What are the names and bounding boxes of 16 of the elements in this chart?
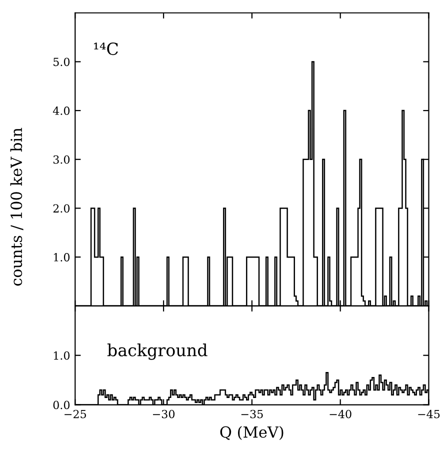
annotation: background [107,343,208,360]
y-tick-label: 4.0 [52,106,70,115]
y-tick-label: 1.0 [54,253,70,262]
annotation: ¹⁴C [94,42,118,56]
y-tick-label: 5.0 [54,58,70,66]
x-tick-label: −40 [330,410,352,418]
x-tick-label: −35 [241,410,263,418]
x-tick-label: −25 [64,410,86,418]
x-tick-label: −30 [152,410,175,418]
x-axis-title: Q (MeV) [220,426,284,440]
y-axis-title: counts / 100 keV bin [10,128,24,286]
y-tick-label: 2.0 [53,204,70,213]
y-tick-label: 0.0 [53,400,70,410]
y-tick-label: 1.0 [54,351,70,360]
y-tick-label: 3.0 [53,155,70,164]
x-tick-label: −45 [418,410,440,418]
